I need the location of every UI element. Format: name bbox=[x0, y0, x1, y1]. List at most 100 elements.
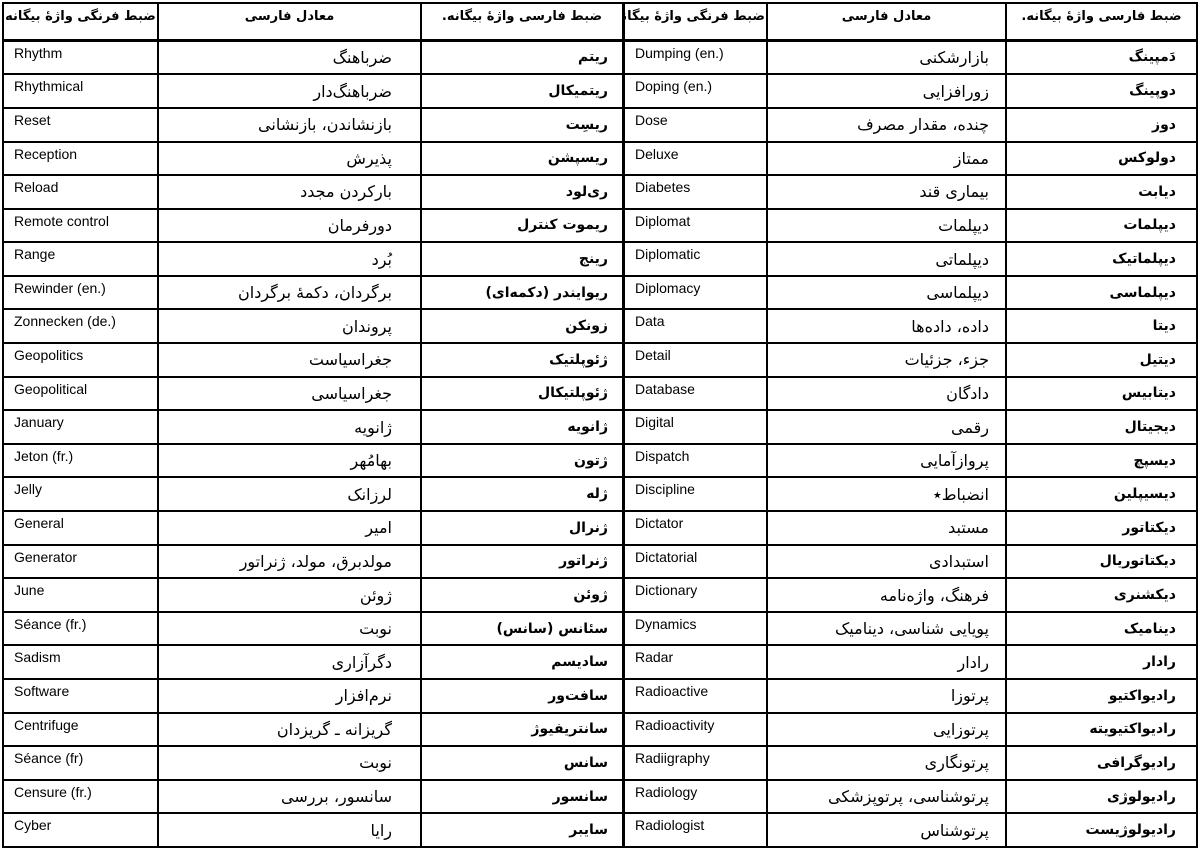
persian-transcription-cell: ژئوپلتیکال bbox=[420, 375, 624, 412]
persian-transcription-cell: دیکشنری bbox=[1005, 577, 1198, 613]
foreign-word-cell: Radiology bbox=[623, 778, 768, 815]
persian-equivalent-cell: دورفرمان bbox=[157, 207, 422, 244]
persian-equivalent-cell: ضرباهنگ‌دار bbox=[157, 73, 422, 109]
persian-transcription-cell: سادیسم bbox=[420, 644, 624, 680]
persian-transcription-cell: ریتم bbox=[420, 38, 624, 76]
persian-equivalent-cell: نرم‌افزار bbox=[157, 678, 422, 714]
persian-equivalent-cell: بیماری قند bbox=[766, 174, 1007, 210]
persian-transcription-cell: ژنراتور bbox=[420, 543, 624, 580]
foreign-word-cell: Range bbox=[2, 241, 159, 277]
table-row: Range بُرد رینج bbox=[2, 241, 624, 277]
table-row: Detail جزء، جزئیات دیتیل bbox=[623, 342, 1198, 378]
foreign-word-cell: Digital bbox=[623, 409, 768, 445]
foreign-word-cell: Radioactivity bbox=[623, 711, 768, 748]
persian-equivalent-cell: جغراسیاسی bbox=[157, 375, 422, 412]
persian-equivalent-cell: انضباط٭ bbox=[766, 476, 1007, 513]
table-row: Dictionary فرهنگ، واژه‌نامه دیکشنری bbox=[623, 577, 1198, 613]
left-table-body: Rhythm ضرباهنگ ریتم Rhythmical ضرباهنگ‌د… bbox=[2, 38, 624, 848]
persian-equivalent-cell: پرتوزا bbox=[766, 678, 1007, 714]
foreign-word-cell: Geopolitics bbox=[2, 342, 159, 378]
foreign-word-cell: Deluxe bbox=[623, 140, 768, 177]
persian-equivalent-cell: دیپلمات bbox=[766, 207, 1007, 244]
persian-transcription-cell: دیکتاتوریال bbox=[1005, 543, 1198, 580]
persian-transcription-cell: دولوکس bbox=[1005, 140, 1198, 177]
persian-transcription-cell: دیسیپلین bbox=[1005, 476, 1198, 513]
table-row: Digital رقمی دیجیتال bbox=[623, 409, 1198, 445]
persian-equivalent-cell: پرتوشناس bbox=[766, 812, 1007, 848]
persian-transcription-cell: رادیواکتیو bbox=[1005, 678, 1198, 714]
right-table-body: Dumping (en.) بازارشکنی دَمپینگ Doping (… bbox=[623, 38, 1198, 848]
persian-transcription-cell: ژتون bbox=[420, 442, 624, 479]
persian-equivalent-cell: پذیرش bbox=[157, 140, 422, 177]
foreign-word-cell: Diabetes bbox=[623, 174, 768, 210]
foreign-word-cell: Database bbox=[623, 375, 768, 412]
table-row: Jeton (fr.) بهامُهر ژتون bbox=[2, 442, 624, 479]
table-row: Rhythm ضرباهنگ ریتم bbox=[2, 38, 624, 76]
table-row: Remote control دورفرمان ریموت کنترل bbox=[2, 207, 624, 244]
foreign-word-cell: General bbox=[2, 510, 159, 546]
foreign-word-cell: Generator bbox=[2, 543, 159, 580]
persian-transcription-cell: دیپلماسی bbox=[1005, 274, 1198, 311]
persian-equivalent-cell: مولدبرق، مولد، ژنراتور bbox=[157, 543, 422, 580]
persian-equivalent-cell: چنده، مقدار مصرف bbox=[766, 106, 1007, 143]
persian-equivalent-cell: دیپلماسی bbox=[766, 274, 1007, 311]
foreign-word-cell: Rhythm bbox=[2, 38, 159, 76]
persian-equivalent-cell: پویایی شناسی، دینامیک bbox=[766, 610, 1007, 647]
table-row: Cyber رایا سایبر bbox=[2, 812, 624, 848]
persian-equivalent-cell: رقمی bbox=[766, 409, 1007, 445]
persian-transcription-cell: ریموت کنترل bbox=[420, 207, 624, 244]
persian-transcription-cell: دیکتاتور bbox=[1005, 510, 1198, 546]
table-row: Censure (fr.) سانسور، بررسی سانسور bbox=[2, 778, 624, 815]
persian-equivalent-cell: زورافزایی bbox=[766, 73, 1007, 109]
header-persian-equivalent: معادل فارسی bbox=[157, 2, 422, 42]
foreign-word-cell: Centrifuge bbox=[2, 711, 159, 748]
table-row: Dispatch پروازآمایی دیسپچ bbox=[623, 442, 1198, 479]
persian-equivalent-cell: فرهنگ، واژه‌نامه bbox=[766, 577, 1007, 613]
foreign-word-cell: Data bbox=[623, 308, 768, 345]
dictionary-table-left: ضبط فرنگی واژهٔ بیگانه معادل فارسی ضبط ف… bbox=[2, 2, 624, 848]
table-row: Dynamics پویایی شناسی، دینامیک دینامیک bbox=[623, 610, 1198, 647]
foreign-word-cell: Jelly bbox=[2, 476, 159, 513]
foreign-word-cell: Remote control bbox=[2, 207, 159, 244]
foreign-word-cell: Dictator bbox=[623, 510, 768, 546]
persian-transcription-cell: دیپلماتیک bbox=[1005, 241, 1198, 277]
foreign-word-cell: Dose bbox=[623, 106, 768, 143]
persian-equivalent-cell: بهامُهر bbox=[157, 442, 422, 479]
persian-equivalent-cell: پروندان bbox=[157, 308, 422, 345]
table-row: Diabetes بیماری قند دیابت bbox=[623, 174, 1198, 210]
table-row: Diplomatic دیپلماتی دیپلماتیک bbox=[623, 241, 1198, 277]
persian-equivalent-cell: نوبت bbox=[157, 745, 422, 781]
persian-transcription-cell: دیتیل bbox=[1005, 342, 1198, 378]
persian-transcription-cell: ریتمیکال bbox=[420, 73, 624, 109]
persian-transcription-cell: دیجیتال bbox=[1005, 409, 1198, 445]
persian-equivalent-cell: پرتونگاری bbox=[766, 745, 1007, 781]
persian-transcription-cell: سافت‌ور bbox=[420, 678, 624, 714]
persian-transcription-cell: دوز bbox=[1005, 106, 1198, 143]
foreign-word-cell: Radiigraphy bbox=[623, 745, 768, 781]
table-row: Diplomat دیپلمات دیپلمات bbox=[623, 207, 1198, 244]
persian-transcription-cell: سایبر bbox=[420, 812, 624, 848]
header-persian-transcription: ضبط فارسی واژهٔ بیگانه. bbox=[1005, 2, 1198, 42]
header-persian-equivalent: معادل فارسی bbox=[766, 2, 1007, 42]
foreign-word-cell: Dictatorial bbox=[623, 543, 768, 580]
foreign-word-cell: Radar bbox=[623, 644, 768, 680]
persian-equivalent-cell: برگردان، دکمهٔ برگردان bbox=[157, 274, 422, 311]
persian-transcription-cell: ریسپشن bbox=[420, 140, 624, 177]
foreign-word-cell: Diplomacy bbox=[623, 274, 768, 311]
table-row: Dose چنده، مقدار مصرف دوز bbox=[623, 106, 1198, 143]
table-row: Software نرم‌افزار سافت‌ور bbox=[2, 678, 624, 714]
persian-equivalent-cell: امیر bbox=[157, 510, 422, 546]
table-row: Radioactivity پرتوزایی رادیواکتیویته bbox=[623, 711, 1198, 748]
foreign-word-cell: Rhythmical bbox=[2, 73, 159, 109]
persian-equivalent-cell: بازارشکنی bbox=[766, 38, 1007, 76]
persian-equivalent-cell: جغراسیاست bbox=[157, 342, 422, 378]
header-foreign-spelling: ضبط فرنگی واژهٔ بیگانه bbox=[2, 2, 159, 42]
table-row: Reset بازنشاندن، بازنشانی ریسِت bbox=[2, 106, 624, 143]
persian-equivalent-cell: رایا bbox=[157, 812, 422, 848]
persian-equivalent-cell: داده، داده‌ها bbox=[766, 308, 1007, 345]
persian-transcription-cell: سانتریفیوژ bbox=[420, 711, 624, 748]
foreign-word-cell: Dynamics bbox=[623, 610, 768, 647]
persian-transcription-cell: سئانس (سانس) bbox=[420, 610, 624, 647]
foreign-word-cell: Séance (fr.) bbox=[2, 610, 159, 647]
